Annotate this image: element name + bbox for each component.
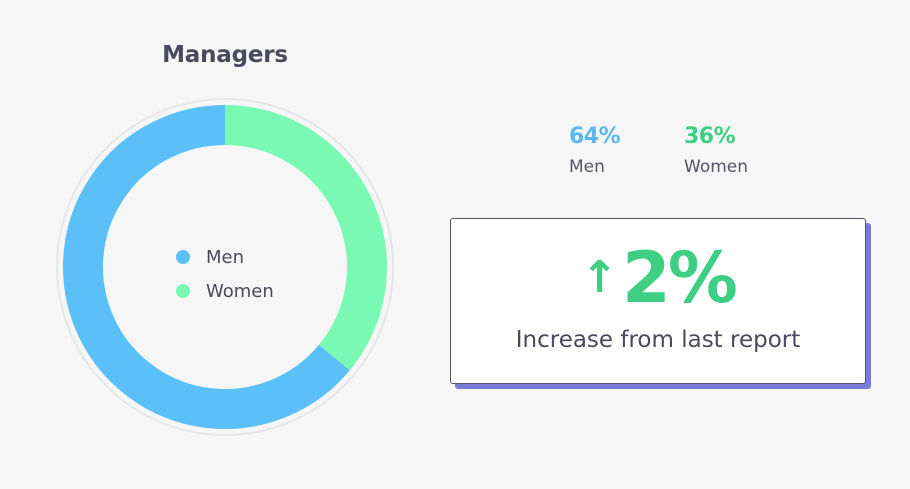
chart-legend: Men Women: [176, 240, 274, 308]
legend-label-women: Women: [206, 280, 274, 302]
chart-title: Managers: [162, 42, 288, 68]
arrow-up-icon: ↑: [581, 252, 619, 303]
legend-item-women: Women: [176, 274, 274, 308]
increase-caption: Increase from last report: [515, 327, 801, 353]
legend-label-men: Men: [206, 246, 245, 268]
donut-outer-ring: [56, 98, 394, 436]
stat-women-percent: 36%: [684, 124, 736, 149]
donut-slice-men: [63, 105, 350, 429]
stat-women: 36% Women: [684, 124, 748, 177]
legend-item-men: Men: [176, 240, 274, 274]
legend-dot-women: [176, 284, 190, 298]
stat-men-label: Men: [569, 157, 605, 177]
stat-men: 64% Men: [569, 124, 621, 177]
increase-value: 2%: [622, 237, 738, 319]
stat-women-label: Women: [684, 157, 749, 177]
increase-value-row: ↑2%: [451, 243, 865, 313]
stat-men-percent: 64%: [569, 124, 621, 149]
donut-slice-women: [224, 105, 387, 371]
legend-dot-men: [176, 250, 190, 264]
donut-chart: [56, 98, 394, 436]
increase-card: ↑2% Increase from last report: [450, 218, 866, 384]
